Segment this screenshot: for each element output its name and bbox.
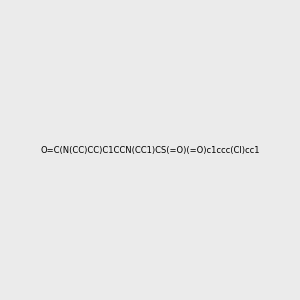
Text: O=C(N(CC)CC)C1CCN(CC1)CS(=O)(=O)c1ccc(Cl)cc1: O=C(N(CC)CC)C1CCN(CC1)CS(=O)(=O)c1ccc(Cl… [40,146,260,154]
